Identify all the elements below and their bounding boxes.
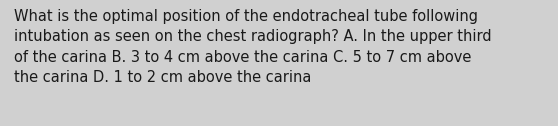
Text: What is the optimal position of the endotracheal tube following
intubation as se: What is the optimal position of the endo… <box>14 9 492 85</box>
